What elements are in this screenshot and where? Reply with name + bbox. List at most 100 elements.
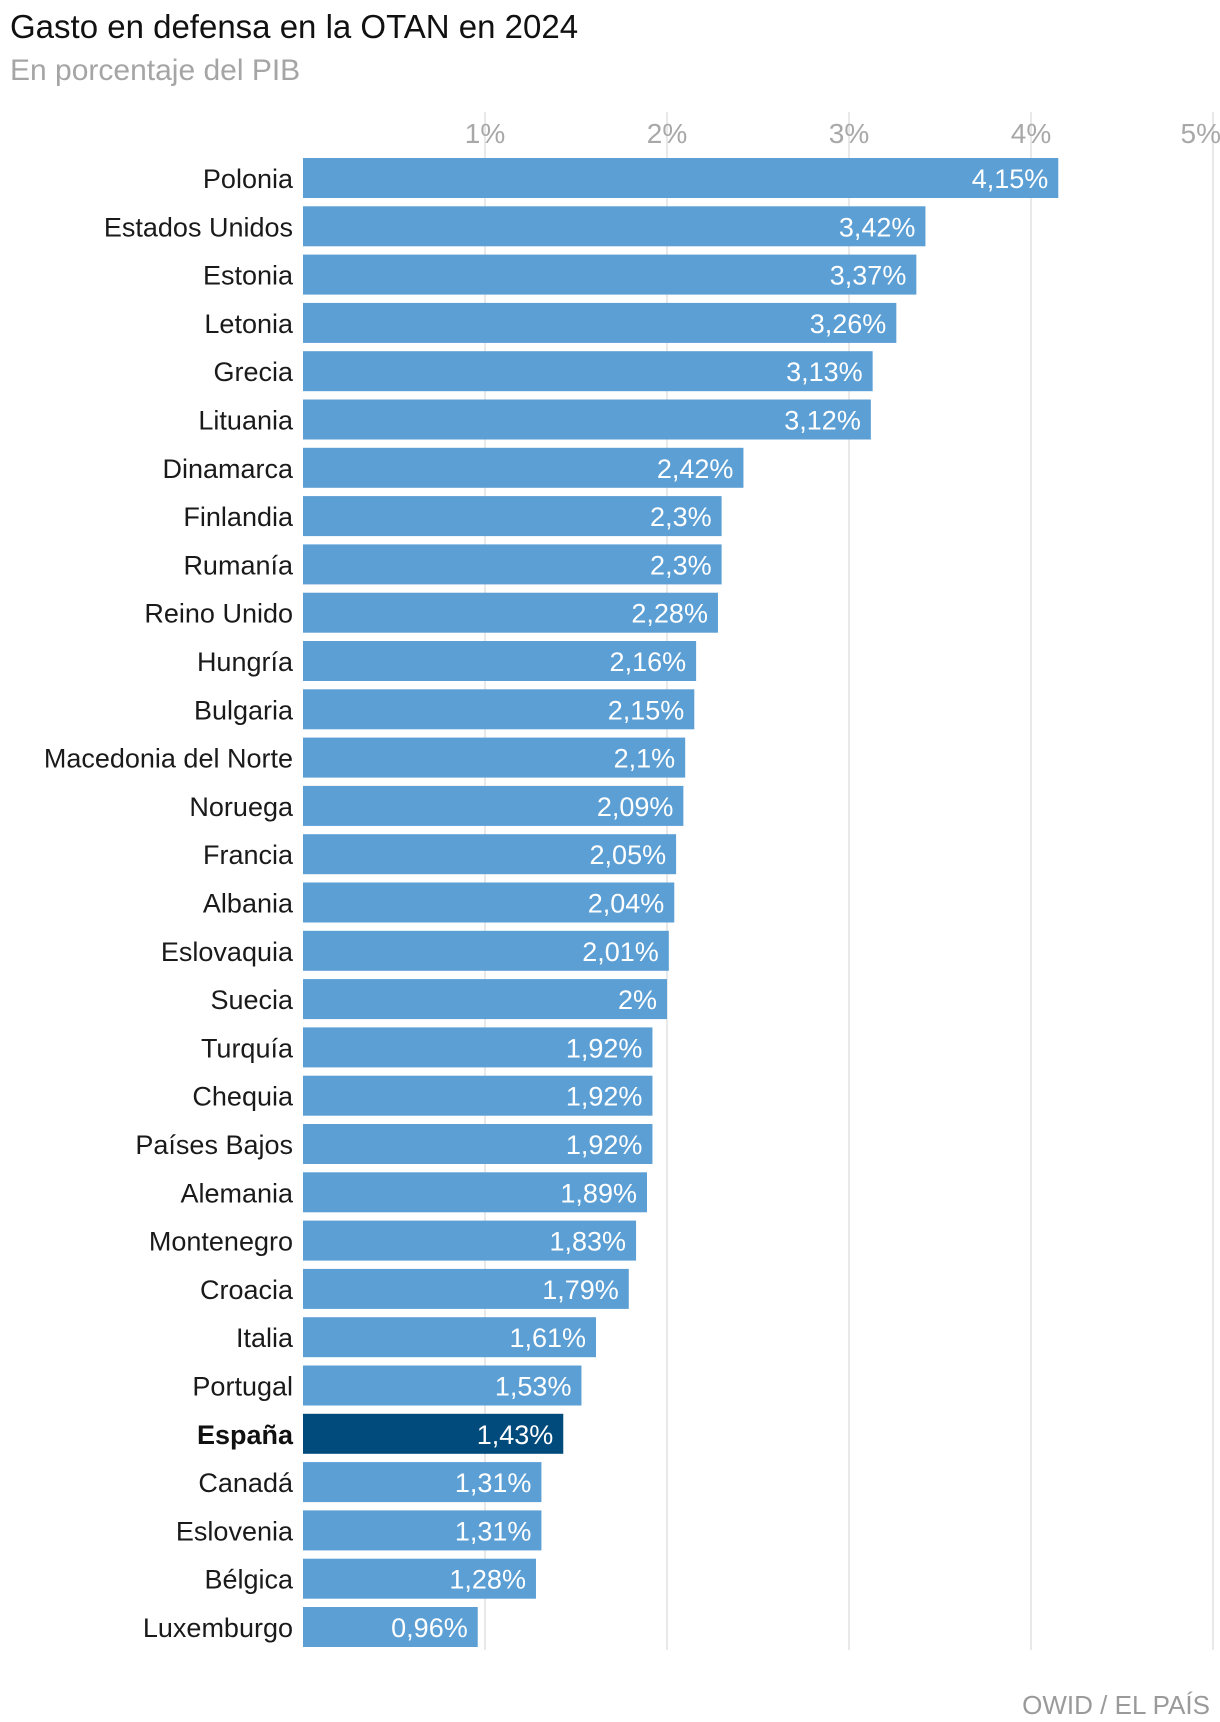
bar-19: [303, 1075, 653, 1116]
category-label: Eslovenia: [176, 1516, 294, 1546]
value-label: 2,3%: [650, 502, 712, 532]
bar-24: [303, 1317, 597, 1358]
value-label: 3,42%: [839, 212, 916, 242]
category-label: Canadá: [198, 1468, 294, 1498]
category-label: Hungría: [197, 647, 294, 677]
bar-18: [303, 1027, 653, 1068]
bar-8: [303, 544, 722, 585]
category-label: Portugal: [192, 1372, 293, 1402]
value-label: 1,89%: [560, 1178, 637, 1208]
value-label: 2,04%: [588, 889, 665, 919]
value-label: 1,61%: [509, 1323, 586, 1353]
bar-12: [303, 737, 686, 778]
value-label: 3,37%: [830, 261, 907, 291]
value-label: 1,92%: [566, 1033, 643, 1063]
category-label: Estonia: [203, 261, 294, 291]
category-label: Turquía: [201, 1033, 294, 1063]
value-label: 3,13%: [786, 357, 863, 387]
category-label: Macedonia del Norte: [44, 744, 293, 774]
value-label: 0,96%: [391, 1613, 468, 1643]
bar-10: [303, 641, 697, 681]
category-label: Polonia: [203, 164, 294, 194]
category-label: Finlandia: [183, 502, 294, 532]
category-label: Reino Unido: [144, 599, 293, 629]
category-label: Francia: [203, 840, 294, 870]
bar-17: [303, 979, 667, 1020]
category-label: Luxemburgo: [143, 1613, 293, 1643]
value-label: 1,43%: [477, 1420, 554, 1450]
bar-26: [303, 1413, 564, 1454]
bar-9: [303, 592, 718, 633]
bar-13: [303, 785, 684, 826]
category-label: Croacia: [200, 1275, 294, 1305]
value-label: 1,92%: [566, 1082, 643, 1112]
category-label: Noruega: [189, 792, 294, 822]
bar-2: [303, 254, 917, 295]
value-label: 2,15%: [608, 695, 685, 725]
bar-23: [303, 1268, 629, 1309]
bar-27: [303, 1462, 542, 1503]
category-label: Grecia: [213, 357, 294, 387]
bar-6: [303, 447, 744, 488]
chart-title: Gasto en defensa en la OTAN en 2024: [10, 8, 579, 45]
bar-20: [303, 1124, 653, 1164]
value-label: 2,16%: [610, 647, 687, 677]
value-label: 1,28%: [449, 1565, 526, 1595]
value-label: 1,79%: [542, 1275, 619, 1305]
bar-7: [303, 496, 722, 537]
category-label: Países Bajos: [135, 1130, 293, 1160]
x-tick-label: 4%: [1011, 118, 1051, 149]
value-label: 1,31%: [455, 1468, 532, 1498]
bar-1: [303, 206, 926, 247]
bar-21: [303, 1172, 647, 1213]
category-label: Eslovaquia: [161, 937, 294, 967]
value-label: 2,05%: [590, 840, 667, 870]
category-label: Alemania: [180, 1178, 294, 1208]
x-tick-label: 3%: [829, 118, 869, 149]
value-label: 2,3%: [650, 550, 712, 580]
bar-3: [303, 302, 897, 343]
value-label: 4,15%: [972, 164, 1049, 194]
x-tick-label: 2%: [647, 118, 687, 149]
bar-5: [303, 399, 871, 440]
bar-11: [303, 689, 695, 730]
bar-29: [303, 1558, 536, 1599]
category-label: Letonia: [204, 309, 294, 339]
category-label: Suecia: [210, 985, 294, 1015]
category-label: Bélgica: [204, 1565, 294, 1595]
category-label: Albania: [203, 889, 294, 919]
source-note: OWID / EL PAÍS: [1022, 1690, 1210, 1720]
category-label: España: [197, 1420, 294, 1450]
value-label: 3,12%: [784, 406, 861, 436]
value-label: 2%: [618, 985, 657, 1015]
value-label: 2,28%: [631, 599, 708, 629]
bar-15: [303, 882, 675, 923]
bar-28: [303, 1510, 542, 1551]
bar-22: [303, 1220, 637, 1261]
bars: Polonia 4,15% Estados Unidos 3,42% Estonia 3,…: [44, 158, 1059, 1647]
value-label: 2,42%: [657, 454, 734, 484]
chart-subtitle: En porcentaje del PIB: [10, 54, 301, 87]
value-label: 2,01%: [582, 937, 659, 967]
bar-30: [303, 1607, 478, 1647]
category-label: Montenegro: [149, 1227, 293, 1257]
value-label: 2,1%: [614, 744, 676, 774]
x-tick-label: 5%: [1181, 118, 1220, 149]
category-label: Lituania: [198, 406, 294, 436]
bar-0: [303, 158, 1059, 198]
x-tick-label: 1%: [465, 118, 505, 149]
value-label: 2,09%: [597, 792, 674, 822]
value-label: 1,92%: [566, 1130, 643, 1160]
bar-4: [303, 351, 873, 392]
value-label: 1,31%: [455, 1516, 532, 1546]
category-label: Estados Unidos: [104, 212, 293, 242]
value-label: 1,83%: [549, 1227, 626, 1257]
bar-16: [303, 930, 669, 971]
category-label: Dinamarca: [162, 454, 294, 484]
category-label: Italia: [236, 1323, 294, 1353]
category-label: Chequia: [192, 1082, 294, 1112]
bar-25: [303, 1365, 582, 1406]
value-label: 3,26%: [810, 309, 887, 339]
bar-14: [303, 834, 677, 875]
